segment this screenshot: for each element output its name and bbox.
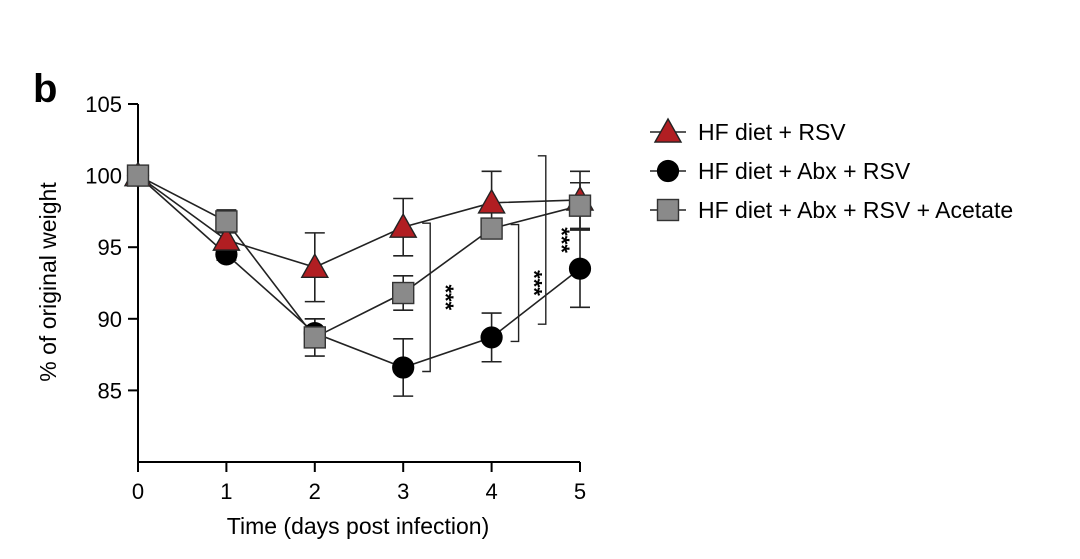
data-point-triangle bbox=[300, 252, 330, 279]
data-point-square bbox=[215, 210, 238, 233]
x-tick-label: 0 bbox=[132, 479, 144, 504]
data-point-square bbox=[568, 194, 592, 217]
panel-letter: b bbox=[33, 67, 57, 111]
significance-bracket-1: *** bbox=[510, 223, 547, 343]
legend-label: HF diet + RSV bbox=[698, 119, 846, 145]
series-markers bbox=[123, 161, 595, 379]
y-tick-label: 85 bbox=[98, 378, 122, 403]
x-tick-label: 5 bbox=[574, 479, 586, 504]
legend-marker-square bbox=[656, 198, 680, 222]
legend: HF diet + RSV HF diet + Abx + RSV HF diet … bbox=[650, 117, 1013, 223]
bracket-line bbox=[422, 222, 431, 373]
data-point-square bbox=[303, 326, 326, 349]
significance-bracket-2: *** bbox=[537, 155, 574, 325]
data-point-circle bbox=[392, 356, 415, 379]
data-point-square bbox=[126, 164, 150, 187]
y-tick-label: 95 bbox=[98, 235, 122, 260]
data-point-triangle bbox=[388, 212, 418, 238]
x-tick-label: 4 bbox=[485, 479, 497, 504]
significance-stars: *** bbox=[433, 284, 458, 310]
legend-item-1: HF diet + Abx + RSV bbox=[650, 158, 911, 184]
x-tick-label: 2 bbox=[309, 479, 321, 504]
series-line-1 bbox=[137, 175, 581, 369]
y-tick-label: 100 bbox=[85, 164, 122, 189]
significance-annotations: ********* bbox=[422, 155, 574, 373]
x-axis-label: Time (days post infection) bbox=[227, 513, 489, 539]
data-point-circle bbox=[568, 257, 592, 280]
series-lines bbox=[137, 174, 581, 369]
legend-item-2: HF diet + Abx + RSV + Acetate bbox=[650, 197, 1013, 223]
data-point-triangle bbox=[212, 225, 241, 251]
bracket-line bbox=[537, 155, 547, 325]
series-line-0 bbox=[137, 174, 581, 269]
data-point-square bbox=[392, 281, 415, 305]
data-point-triangle bbox=[477, 188, 506, 214]
significance-stars: *** bbox=[522, 270, 547, 296]
legend-marker-circle bbox=[656, 159, 680, 183]
x-tick-label: 3 bbox=[397, 479, 409, 504]
x-tick-label: 1 bbox=[220, 479, 232, 504]
legend-label: HF diet + Abx + RSV bbox=[698, 158, 911, 184]
significance-stars: *** bbox=[549, 227, 574, 253]
significance-bracket-0: *** bbox=[422, 222, 458, 373]
bracket-line bbox=[510, 223, 520, 343]
y-tick-label: 105 bbox=[85, 92, 122, 117]
y-axis-label: % of original weight bbox=[35, 182, 61, 382]
legend-item-0: HF diet + RSV bbox=[650, 117, 846, 145]
legend-label: HF diet + Abx + RSV + Acetate bbox=[698, 197, 1013, 223]
y-tick-label: 90 bbox=[98, 307, 122, 332]
legend-marker-triangle bbox=[653, 117, 683, 143]
data-point-square bbox=[480, 217, 503, 240]
data-point-circle bbox=[480, 326, 503, 349]
series-line-2 bbox=[137, 174, 581, 339]
axes: 85 90 95 100 105 0 1 2 3 4 5 bbox=[85, 92, 586, 504]
